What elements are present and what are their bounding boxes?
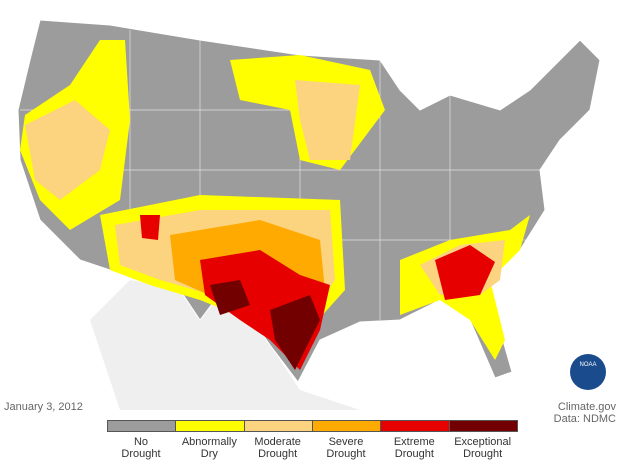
legend-swatch	[243, 420, 313, 432]
legend-label-line: Drought	[326, 448, 366, 460]
legend-label-line: Drought	[258, 448, 298, 460]
date: January 3, 2012	[4, 401, 83, 413]
legend-label: Exceptional Drought	[449, 436, 517, 460]
logo-text: NOAA	[579, 362, 596, 368]
legend-swatch	[448, 420, 518, 432]
map: NOAA	[18, 20, 606, 410]
legend-swatch	[175, 420, 245, 432]
legend-label-line: Drought	[394, 448, 434, 460]
legend-label: Severe Drought	[312, 436, 380, 460]
legend-label-line: Extreme	[393, 436, 435, 448]
legend: No Drought Abnormally Dry Moderate Drought Sev…	[107, 420, 518, 464]
legend-label-line: Drought	[121, 448, 161, 460]
legend-label-line: Dry	[200, 448, 218, 460]
legend-label-line: Drought	[463, 448, 503, 460]
legend-label-line: Abnormally	[181, 436, 237, 448]
drought-areas	[20, 40, 530, 370]
logo-circle	[570, 354, 606, 390]
legend-label-line: Exceptional	[454, 436, 512, 448]
legend-label-line: Severe	[328, 436, 364, 448]
legend-label: Extreme Drought	[380, 436, 448, 460]
data-credit: Data: NDMC	[553, 413, 616, 425]
legend-label: Moderate Drought	[244, 436, 312, 460]
source: Climate.gov	[557, 401, 616, 413]
legend-swatch	[107, 420, 177, 432]
legend-label-line: No	[133, 436, 149, 448]
mexico	[90, 280, 360, 410]
legend-label-line: Moderate	[254, 436, 301, 448]
legend-swatch	[312, 420, 382, 432]
legend-swatch	[380, 420, 450, 432]
legend-label: No Drought	[107, 436, 175, 460]
legend-label: Abnormally Dry	[175, 436, 243, 460]
